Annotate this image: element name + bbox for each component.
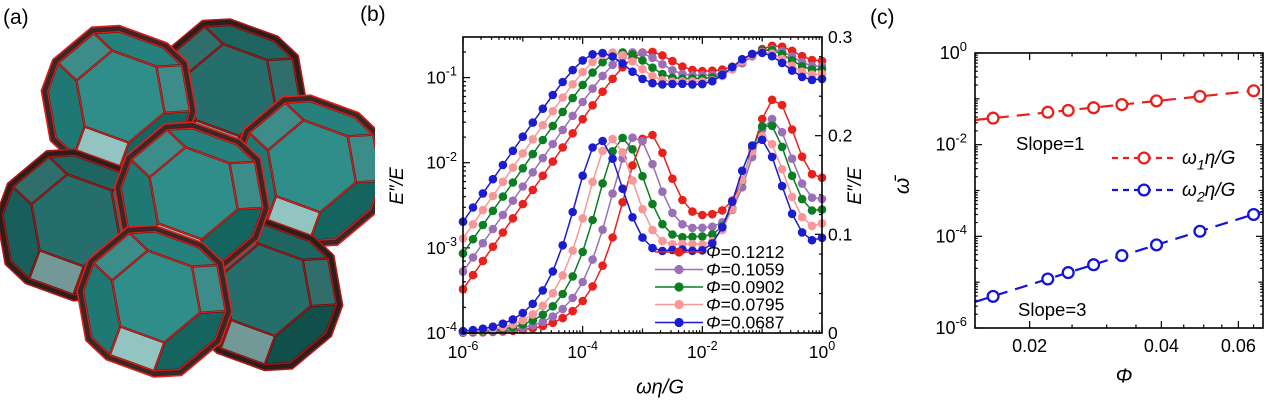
- data-point: [1087, 101, 1101, 115]
- b-x-tick: 10-2: [687, 339, 718, 362]
- data-point: [1061, 266, 1075, 280]
- slope-annotation: Slope=1: [1016, 133, 1084, 154]
- panel-b-left-axis-title: E″/E: [387, 167, 408, 205]
- data-point: [1041, 272, 1055, 286]
- panel-a-letter: (a): [3, 6, 29, 29]
- b-x-tick: 10-6: [448, 339, 479, 362]
- panel-b: 10-6 10-4 10-2 10010-110-210-310-40.30.20.1…: [426, 27, 852, 362]
- panel-b-letter: (b): [360, 3, 386, 26]
- b-yright-tick: 0.1: [828, 224, 852, 244]
- foam-cells: [0, 18, 375, 378]
- kelvin-foam-render: [0, 18, 375, 378]
- cell-face-edge: [149, 146, 239, 240]
- panel-b-right-axis-title: E″/E: [845, 167, 866, 205]
- data-point: [986, 111, 1000, 125]
- kelvin-cell: [76, 224, 233, 378]
- series-log-phi-0.0687: [458, 48, 827, 226]
- legend-entry: ω2η/G: [1182, 180, 1235, 205]
- panel-b-x-axis-title: ωη/G: [636, 376, 684, 399]
- slope-annotation: Slope=3: [1018, 299, 1086, 320]
- legend-entry: Φ=0.1212: [706, 242, 784, 262]
- data-point: [1087, 258, 1101, 272]
- trend-line: [974, 88, 1264, 122]
- panel-c-letter: (c): [870, 6, 895, 29]
- data-point: [1149, 238, 1164, 252]
- panel-c-series: [974, 84, 1264, 303]
- data-point: [1115, 98, 1129, 112]
- b-yleft-tick: 10-3: [426, 235, 457, 258]
- data-point: [986, 289, 1000, 303]
- data-point: [1115, 249, 1129, 263]
- c-y-tick: 100: [940, 39, 967, 63]
- c-x-tick: 0.04: [1144, 336, 1179, 356]
- legend-entry: Φ=0.0902: [706, 277, 784, 297]
- data-point: [1247, 207, 1261, 222]
- c-x-tick: 0.02: [1012, 336, 1047, 356]
- b-yleft-tick: 10-2: [426, 150, 457, 173]
- data-point: [1193, 89, 1207, 103]
- c-y-tick: 10-4: [935, 222, 967, 246]
- b-yright-tick: 0: [828, 323, 838, 343]
- b-yright-tick: 0.3: [828, 27, 852, 47]
- panel-b-frame: [462, 36, 823, 334]
- panel-c-y-axis-title: ω̄: [891, 177, 914, 195]
- b-yleft-tick: 10-1: [426, 65, 457, 88]
- data-point: [1149, 94, 1164, 108]
- panel-c-x-axis-title: Φ: [1115, 365, 1133, 388]
- panel-c-frame: [974, 52, 1264, 329]
- cell-face-edge: [267, 119, 357, 213]
- legend-entry: ω1η/G: [1182, 148, 1235, 173]
- panel-c: 100 10-2 10-4 10-6 0.02 0.04 0.06 Slope=1 Slope=…: [935, 39, 1264, 356]
- legend-entry: Φ=0.0795: [706, 295, 784, 315]
- c-y-tick: 10-2: [935, 131, 967, 155]
- b-yright-tick: 0.2: [828, 126, 852, 146]
- data-point: [1061, 103, 1075, 117]
- data-point: [1193, 224, 1207, 238]
- legend-entry: Φ=0.1059: [706, 260, 784, 280]
- c-x-tick: 0.06: [1221, 336, 1256, 356]
- c-y-tick: 10-6: [935, 314, 967, 338]
- b-x-tick: 100: [809, 339, 835, 362]
- cell-face-edge: [75, 50, 166, 144]
- b-x-tick: 10-4: [567, 339, 598, 362]
- panel-c-legend: ω1η/G ω2η/G: [1112, 148, 1235, 205]
- panel-b-series: [458, 41, 827, 338]
- legend-entry: Φ=0.0687: [706, 313, 784, 333]
- b-yleft-tick: 10-4: [426, 320, 457, 343]
- data-point: [1247, 84, 1261, 98]
- cell-face-edge: [111, 250, 201, 344]
- data-point: [1041, 105, 1055, 119]
- cell-face-edge: [30, 173, 121, 267]
